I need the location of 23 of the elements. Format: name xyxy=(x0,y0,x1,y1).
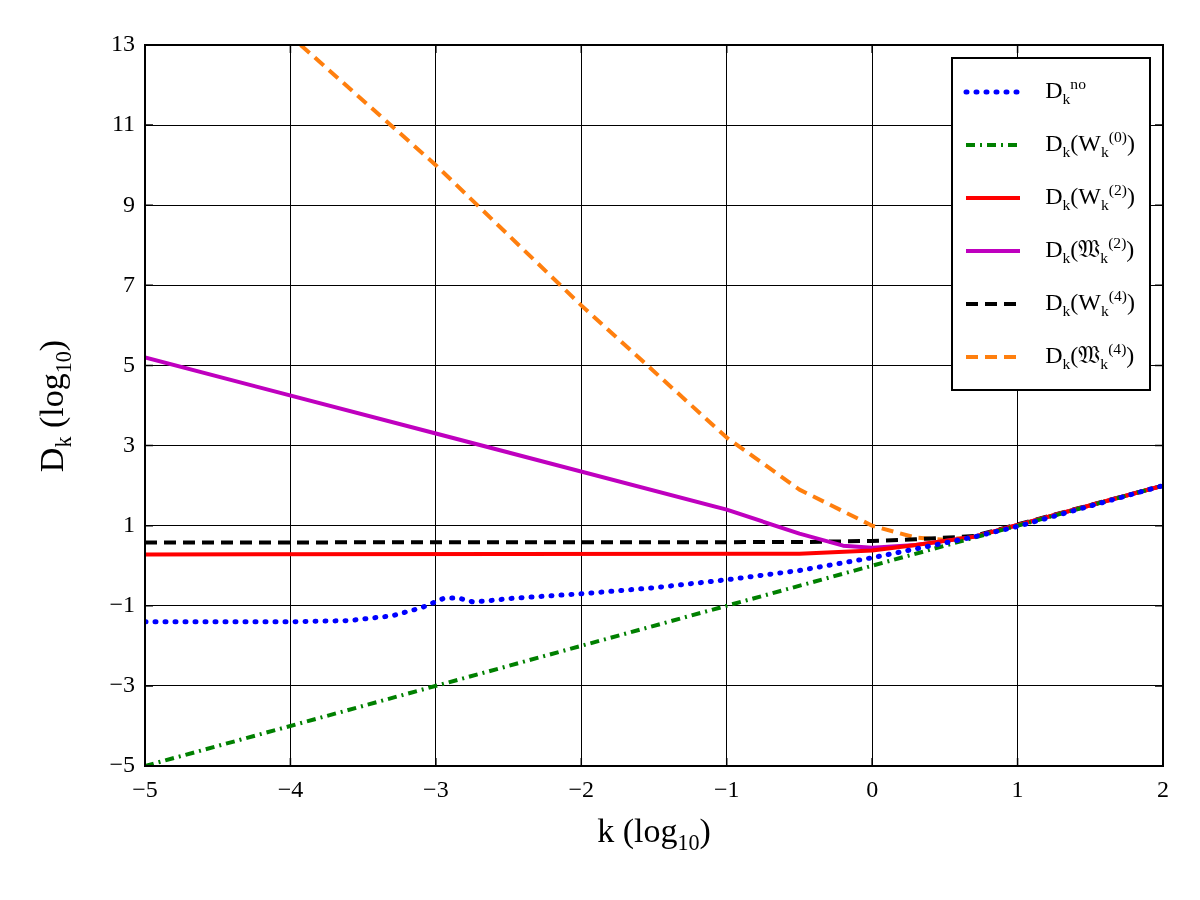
y-tick-label: 3 xyxy=(123,430,135,457)
y-tick-label: 7 xyxy=(123,270,135,297)
x-tick-label: 1 xyxy=(1011,775,1024,802)
x-tick-label: 2 xyxy=(1157,775,1169,802)
x-tick-label: −3 xyxy=(423,775,449,802)
legend-label: D$_{k}$(W$_{k}$$^{(2)}$) xyxy=(1045,181,1135,214)
y-tick-label: −1 xyxy=(109,591,135,618)
y-tick-label: 1 xyxy=(123,510,135,537)
y-tick-label: −3 xyxy=(109,671,135,698)
legend-label: D$_{k}$(W$_{k}$$^{(0)}$) xyxy=(1045,128,1135,161)
x-tick-label: −4 xyxy=(277,775,304,802)
y-tick-label: −5 xyxy=(109,751,135,778)
legend-label: D$_{k}$(𝔚$_{k}$$^{(4)}$) xyxy=(1045,340,1135,373)
legend-label: D$_{k}$(𝔚$_{k}$$^{(2)}$) xyxy=(1045,234,1135,267)
y-tick-label: 11 xyxy=(111,110,135,137)
x-tick-label: −1 xyxy=(713,775,740,802)
y-tick-label: 5 xyxy=(123,350,135,377)
y-tick-label: 13 xyxy=(111,30,135,57)
y-tick-label: 9 xyxy=(123,190,135,217)
x-tick-label: 0 xyxy=(866,775,879,802)
x-axis-title: k (log$_{10}$) xyxy=(597,812,711,856)
x-tick-label: −2 xyxy=(568,775,595,802)
legend-label: D$_{k}$(W$_{k}$$^{(4)}$) xyxy=(1045,287,1135,320)
